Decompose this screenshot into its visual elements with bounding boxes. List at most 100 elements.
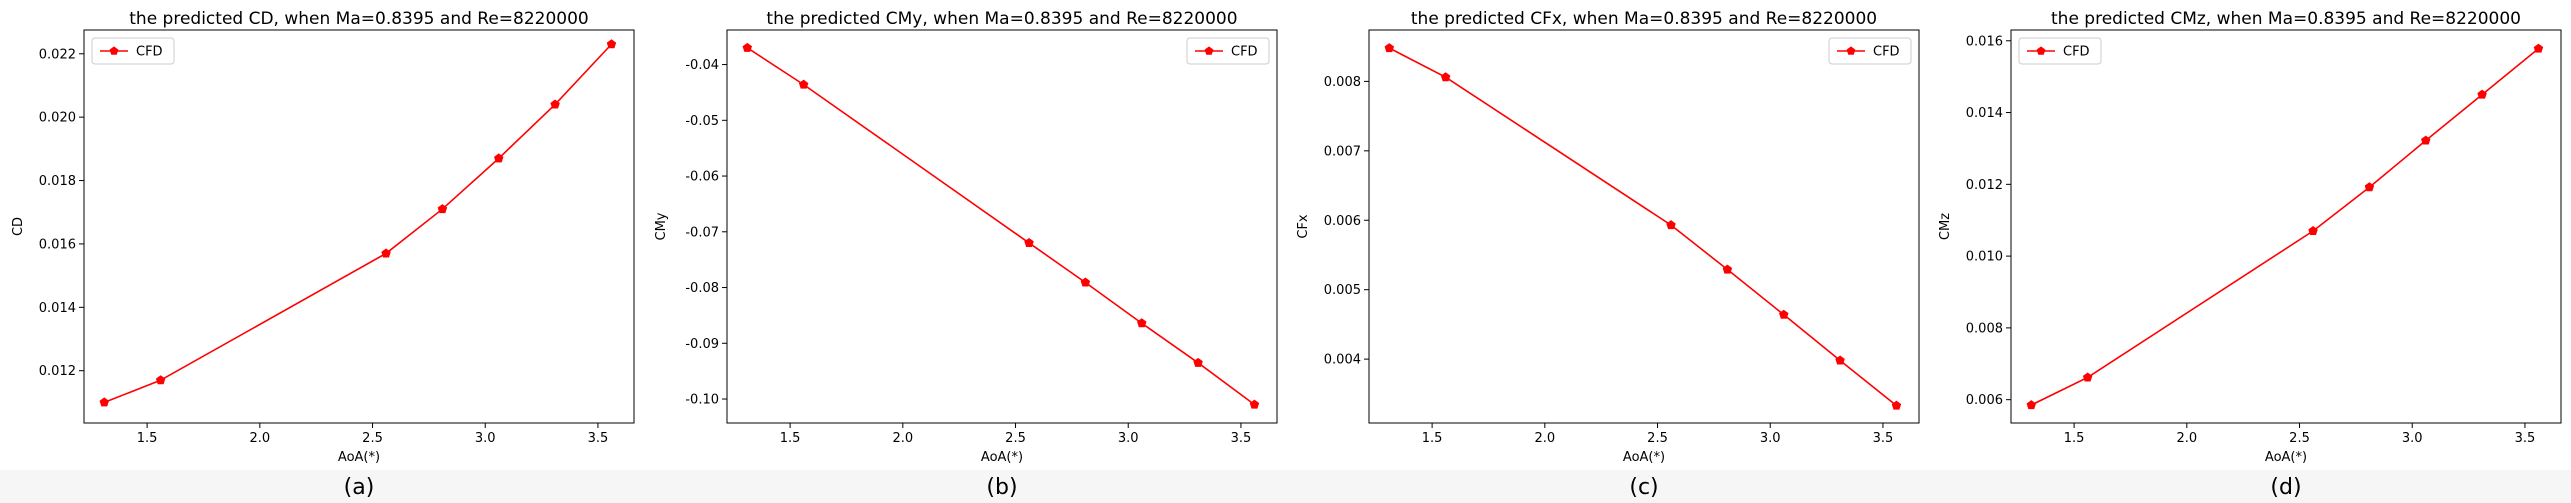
y-tick-label: 0.016: [1966, 34, 2003, 49]
x-tick-label: 3.5: [1873, 431, 1894, 446]
y-tick-label: 0.004: [1324, 353, 1361, 368]
subfigure-caption: (c): [1629, 475, 1658, 500]
data-point: [1440, 72, 1451, 82]
y-tick-label: 0.018: [39, 174, 76, 189]
subfigure-caption: (b): [986, 475, 1017, 500]
data-point: [1666, 220, 1676, 230]
data-point: [437, 204, 448, 214]
x-tick-label: 2.5: [1005, 431, 1026, 446]
x-tick-label: 3.0: [2402, 431, 2423, 446]
y-tick-label: -0.08: [685, 281, 719, 296]
x-tick-label: 2.0: [249, 431, 270, 446]
y-tick-label: 0.006: [1966, 393, 2003, 408]
y-tick-label: 0.008: [1966, 321, 2003, 336]
legend-box: [2018, 37, 2102, 65]
data-point: [1193, 357, 1203, 367]
plot-area: [2010, 29, 2562, 424]
data-point: [1024, 237, 1034, 247]
y-axis-label: CMz: [1938, 213, 1953, 240]
x-tick-label: 2.5: [362, 431, 383, 446]
y-tick-label: 0.014: [1966, 106, 2003, 121]
chart-panel-4: the predicted CMz, when Ma=0.8395 and Re…: [1938, 9, 2562, 500]
x-tick-label: 3.5: [2515, 431, 2536, 446]
data-point: [2421, 135, 2431, 145]
y-tick-label: 0.006: [1324, 214, 1361, 229]
x-tick-label: 3.5: [588, 431, 609, 446]
y-tick-label: -0.04: [685, 58, 719, 73]
data-point: [494, 153, 504, 163]
y-tick-label: 0.016: [39, 237, 76, 252]
data-point: [1779, 309, 1789, 319]
y-tick-label: 0.005: [1324, 283, 1361, 298]
data-point: [1080, 277, 1091, 287]
data-point: [1137, 318, 1147, 328]
data-point: [798, 79, 809, 89]
data-point: [1384, 43, 1395, 53]
data-point: [2533, 43, 2544, 53]
y-tick-label: 0.022: [39, 47, 76, 62]
y-axis-label: CFx: [1296, 214, 1311, 239]
legend-marker: [109, 46, 119, 55]
x-tick-label: 1.5: [1422, 431, 1443, 446]
x-tick-label: 2.0: [2176, 431, 2197, 446]
x-tick-label: 3.5: [1231, 431, 1252, 446]
data-point: [606, 39, 617, 49]
y-tick-label: -0.10: [685, 393, 719, 408]
x-tick-label: 1.5: [137, 431, 158, 446]
y-tick-label: 0.012: [1966, 178, 2003, 193]
subfigure-caption: (a): [344, 475, 375, 500]
y-tick-label: 0.007: [1324, 144, 1361, 159]
chart-title: the predicted CMy, when Ma=0.8395 and Re…: [766, 9, 1237, 29]
data-point: [2477, 89, 2487, 99]
y-axis-label: CD: [11, 217, 26, 236]
x-axis-label: AoA(*): [338, 450, 380, 465]
legend-marker: [1204, 46, 1214, 55]
y-tick-label: 0.020: [39, 111, 76, 126]
y-tick-label: 0.014: [39, 301, 76, 316]
chart-title: the predicted CMz, when Ma=0.8395 and Re…: [2051, 9, 2521, 29]
legend-label: CFD: [136, 45, 163, 60]
data-point: [1891, 400, 1902, 410]
y-tick-label: -0.09: [685, 337, 719, 352]
chart-title: the predicted CD, when Ma=0.8395 and Re=…: [129, 9, 589, 29]
legend-box: [91, 37, 175, 65]
y-tick-label: -0.05: [685, 114, 719, 129]
legend-label: CFD: [1873, 45, 1900, 60]
data-point: [2364, 182, 2375, 192]
x-axis-label: AoA(*): [981, 450, 1023, 465]
data-point: [742, 42, 753, 52]
y-tick-label: 0.010: [1966, 250, 2003, 265]
x-tick-label: 2.0: [892, 431, 913, 446]
data-point: [550, 99, 560, 109]
subfigure-caption: (d): [2270, 475, 2301, 500]
data-point: [2082, 372, 2093, 382]
y-tick-label: -0.06: [685, 170, 719, 185]
legend-box: [1186, 37, 1270, 65]
x-tick-label: 3.0: [1118, 431, 1139, 446]
legend-box: [1828, 37, 1912, 65]
data-point: [1835, 355, 1845, 365]
data-point: [381, 248, 391, 258]
chart-panel-1: the predicted CD, when Ma=0.8395 and Re=…: [11, 9, 635, 500]
y-tick-label: 0.008: [1324, 75, 1361, 90]
data-point: [1249, 399, 1260, 409]
data-point: [99, 397, 110, 407]
chart-title: the predicted CFx, when Ma=0.8395 and Re…: [1411, 9, 1877, 29]
x-tick-label: 2.5: [1647, 431, 1668, 446]
x-tick-label: 3.0: [1760, 431, 1781, 446]
x-tick-label: 1.5: [2064, 431, 2085, 446]
legend-label: CFD: [2063, 45, 2090, 60]
x-axis-label: AoA(*): [2265, 450, 2307, 465]
plot-area: [83, 29, 635, 424]
x-tick-label: 2.5: [2289, 431, 2310, 446]
chart-panel-3: the predicted CFx, when Ma=0.8395 and Re…: [1296, 9, 1920, 500]
legend-label: CFD: [1231, 45, 1258, 60]
plot-area: [1368, 29, 1920, 424]
bottom-band: [0, 470, 2571, 503]
data-point: [2026, 400, 2037, 410]
data-point: [2308, 226, 2318, 236]
data-point: [155, 375, 166, 385]
data-point: [1722, 264, 1733, 274]
y-tick-label: -0.07: [685, 225, 719, 240]
